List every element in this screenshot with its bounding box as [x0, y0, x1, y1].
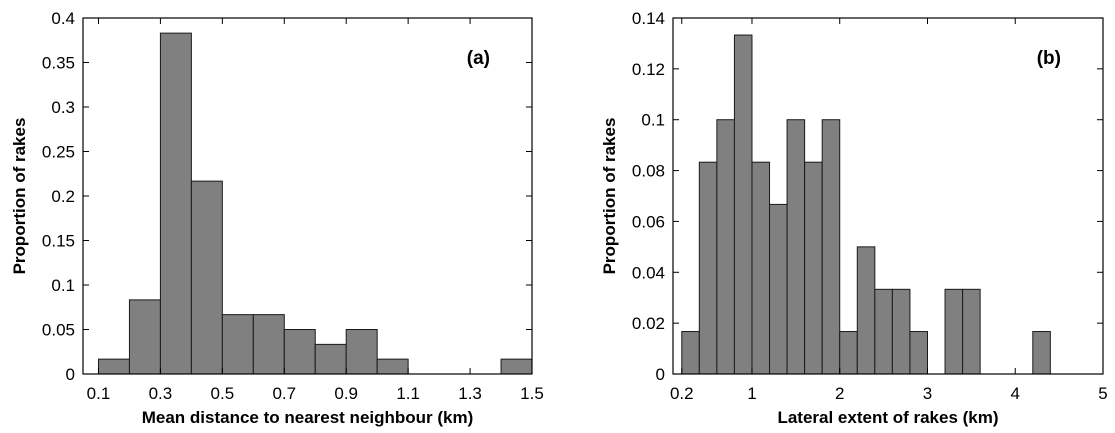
panel-label-a: (a) [467, 48, 490, 69]
y-tick-label-a: 0.15 [42, 232, 75, 251]
histogram-bar-b [804, 161, 823, 375]
histogram-bar-b [681, 331, 700, 375]
histogram-bar-a [376, 358, 409, 375]
histogram-bar-a [345, 329, 378, 375]
histogram-bar-b [821, 119, 841, 375]
x-tick-label-b: 5 [1098, 384, 1107, 403]
y-tick-label-b: 0.02 [632, 314, 665, 333]
y-tick-label-b: 0.14 [632, 9, 665, 28]
plot-frame-a [82, 17, 533, 375]
histogram-bar-b [751, 161, 771, 375]
histogram-bar-b [891, 288, 911, 375]
x-tick-label-b: 4 [1011, 384, 1020, 403]
y-tick-label-a: 0.35 [42, 54, 75, 73]
y-tick-label-b: 0.12 [632, 60, 665, 79]
x-axis-label-b: Lateral extent of rakes (km) [777, 408, 998, 427]
histogram-bar-a [500, 358, 533, 375]
histogram-bar-b [839, 331, 858, 375]
x-tick-label-b: 3 [923, 384, 932, 403]
histogram-bar-a [283, 329, 316, 375]
y-tick-label-a: 0 [66, 365, 75, 384]
histogram-bar-b [716, 119, 735, 375]
x-tick-label-b: 0.2 [670, 384, 694, 403]
y-ticks-a: 0 0.05 0.1 0.15 0.2 0.25 0.3 0.35 0.4 [42, 9, 532, 384]
y-tick-label-b: 0.08 [632, 162, 665, 181]
histogram-bar-a [128, 299, 161, 375]
x-ticks-b: 0.2 1 2 3 4 5 [670, 18, 1108, 403]
y-tick-label-b: 0.1 [641, 111, 665, 130]
histogram-bar-b [786, 119, 806, 375]
y-tick-label-a: 0.3 [51, 98, 75, 117]
panel-label-b: (b) [1037, 48, 1061, 69]
histogram-bar-a [221, 314, 254, 375]
y-tick-label-a: 0.25 [42, 143, 75, 162]
y-tick-label-a: 0.2 [51, 187, 75, 206]
y-tick-label-a: 0.4 [51, 9, 75, 28]
histogram-bar-b [944, 288, 964, 375]
x-ticks-a: 0.1 0.3 0.5 0.7 0.9 1.1 1.3 1.5 [87, 18, 544, 403]
x-tick-label-a: 0.5 [211, 384, 235, 403]
histogram-bar-b [856, 246, 876, 375]
y-tick-label-b: 0.04 [632, 263, 665, 282]
x-tick-label-a: 1.3 [458, 384, 482, 403]
bars-a [97, 32, 533, 375]
histogram-bar-a [190, 180, 223, 375]
histogram-panel-a: 00.050.10.150.20.250.30.350.4 0.1 0.3 0.5 0… [10, 9, 544, 427]
x-tick-label-a: 1.1 [396, 384, 420, 403]
histogram-bar-b [962, 288, 981, 375]
y-tick-label-b: 0.06 [632, 212, 665, 231]
histogram-panel-b: 0 0.02 0.04 0.06 0.08 0.1 0.12 0.14 0.2 1 2 3 4 5 (b… [600, 9, 1108, 427]
histogram-bar-a [159, 32, 192, 375]
histogram-bar-b [874, 288, 893, 375]
y-tick-label-b: 0 [656, 365, 665, 384]
bars-b [681, 34, 1051, 375]
x-axis-label-a: Mean distance to nearest neighbour (km) [142, 408, 474, 427]
histogram-bar-b [769, 203, 788, 375]
plot-frame-b [672, 17, 1104, 375]
histogram-bar-a [97, 358, 130, 375]
histogram-bar-b [909, 331, 928, 375]
x-tick-label-a: 0.9 [334, 384, 358, 403]
x-tick-label-a: 1.5 [520, 384, 544, 403]
histogram-bar-b [733, 34, 753, 375]
histogram-bar-a [252, 314, 285, 375]
y-axis-label-a: Proportion of rakes [10, 118, 29, 275]
y-tick-label-a: 0.05 [42, 321, 75, 340]
x-tick-label-b: 1 [747, 384, 756, 403]
y-axis-label-b: Proportion of rakes [600, 118, 619, 275]
x-tick-label-a: 0.3 [149, 384, 173, 403]
histogram-bar-b [1032, 331, 1051, 375]
x-tick-label-b: 2 [835, 384, 844, 403]
histogram-bar-a [314, 343, 347, 375]
x-tick-label-a: 0.7 [272, 384, 296, 403]
y-ticks-b: 0 0.02 0.04 0.06 0.08 0.1 0.12 0.14 [632, 9, 1103, 384]
histogram-bar-b [698, 161, 718, 375]
x-tick-label-a: 0.1 [87, 384, 111, 403]
y-tick-label-a: 0.1 [51, 276, 75, 295]
